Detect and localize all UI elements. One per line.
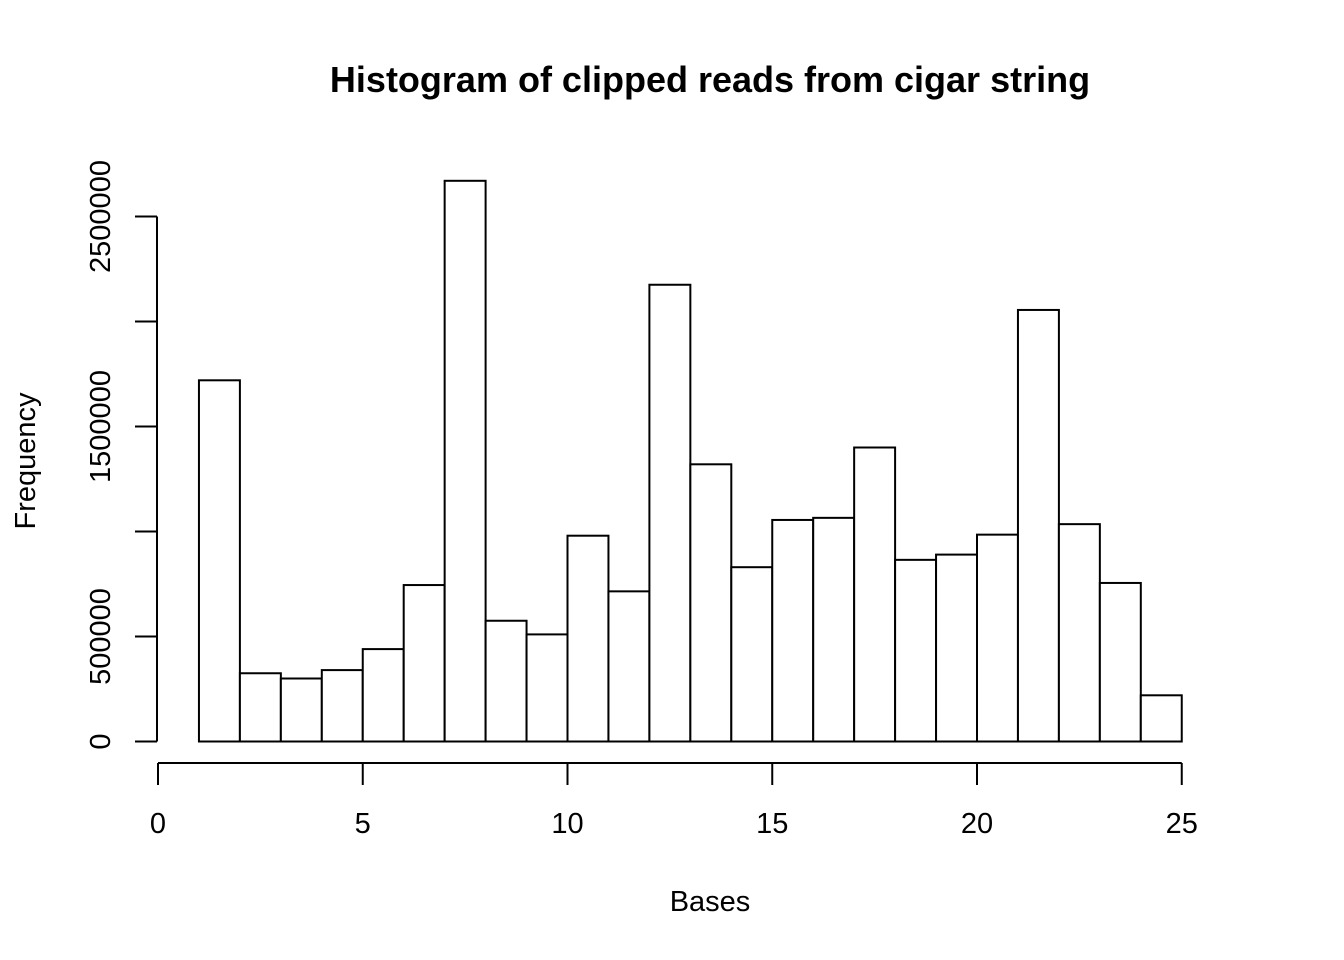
- histogram-bar-2: [238, 672, 282, 743]
- x-tick-label-1: 5: [355, 808, 371, 840]
- histogram-bar-14: [730, 566, 774, 743]
- histogram-bar-3: [279, 677, 323, 743]
- x-tick-label-4: 20: [961, 808, 993, 840]
- x-tick-label-3: 15: [756, 808, 788, 840]
- x-tick-label-2: 10: [551, 808, 583, 840]
- y-axis: 0 500000 1500000 2500000: [85, 160, 158, 750]
- y-tick-label-5: 2500000: [85, 160, 117, 273]
- histogram-bar-21: [1016, 308, 1060, 743]
- histogram-bar-16: [812, 516, 856, 743]
- chart-title: Histogram of clipped reads from cigar st…: [330, 59, 1090, 100]
- x-tick-label-5: 25: [1166, 808, 1198, 840]
- histogram-bar-4: [320, 669, 364, 743]
- histogram-bar-23: [1098, 581, 1142, 743]
- histogram-bar-13: [689, 463, 733, 743]
- y-tick-label-1: 500000: [85, 588, 117, 685]
- histogram-bar-12: [648, 283, 692, 743]
- histogram-bar-6: [402, 584, 446, 743]
- histogram-bar-7: [443, 179, 487, 743]
- histogram-bar-8: [484, 619, 528, 743]
- histogram-bar-22: [1057, 523, 1101, 743]
- x-axis: 0 5 10 15 20 25: [150, 762, 1198, 840]
- histogram-bar-17: [853, 446, 897, 743]
- histogram-bars: [197, 179, 1183, 743]
- y-axis-label: Frequency: [10, 392, 42, 530]
- histogram-bar-5: [361, 648, 405, 743]
- histogram-bar-11: [607, 590, 651, 743]
- y-tick-label-3: 1500000: [85, 370, 117, 483]
- histogram-bar-24: [1139, 694, 1183, 743]
- histogram-bar-15: [771, 518, 815, 743]
- histogram-bar-10: [566, 534, 610, 743]
- histogram-bar-18: [894, 558, 938, 743]
- histogram-bar-20: [976, 533, 1019, 743]
- x-tick-label-0: 0: [150, 808, 166, 840]
- y-tick-label-0: 0: [85, 733, 117, 749]
- x-axis-label: Bases: [670, 886, 751, 918]
- histogram-bar-19: [935, 553, 978, 743]
- histogram-bar-1: [197, 379, 241, 743]
- histogram-bar-9: [525, 633, 569, 743]
